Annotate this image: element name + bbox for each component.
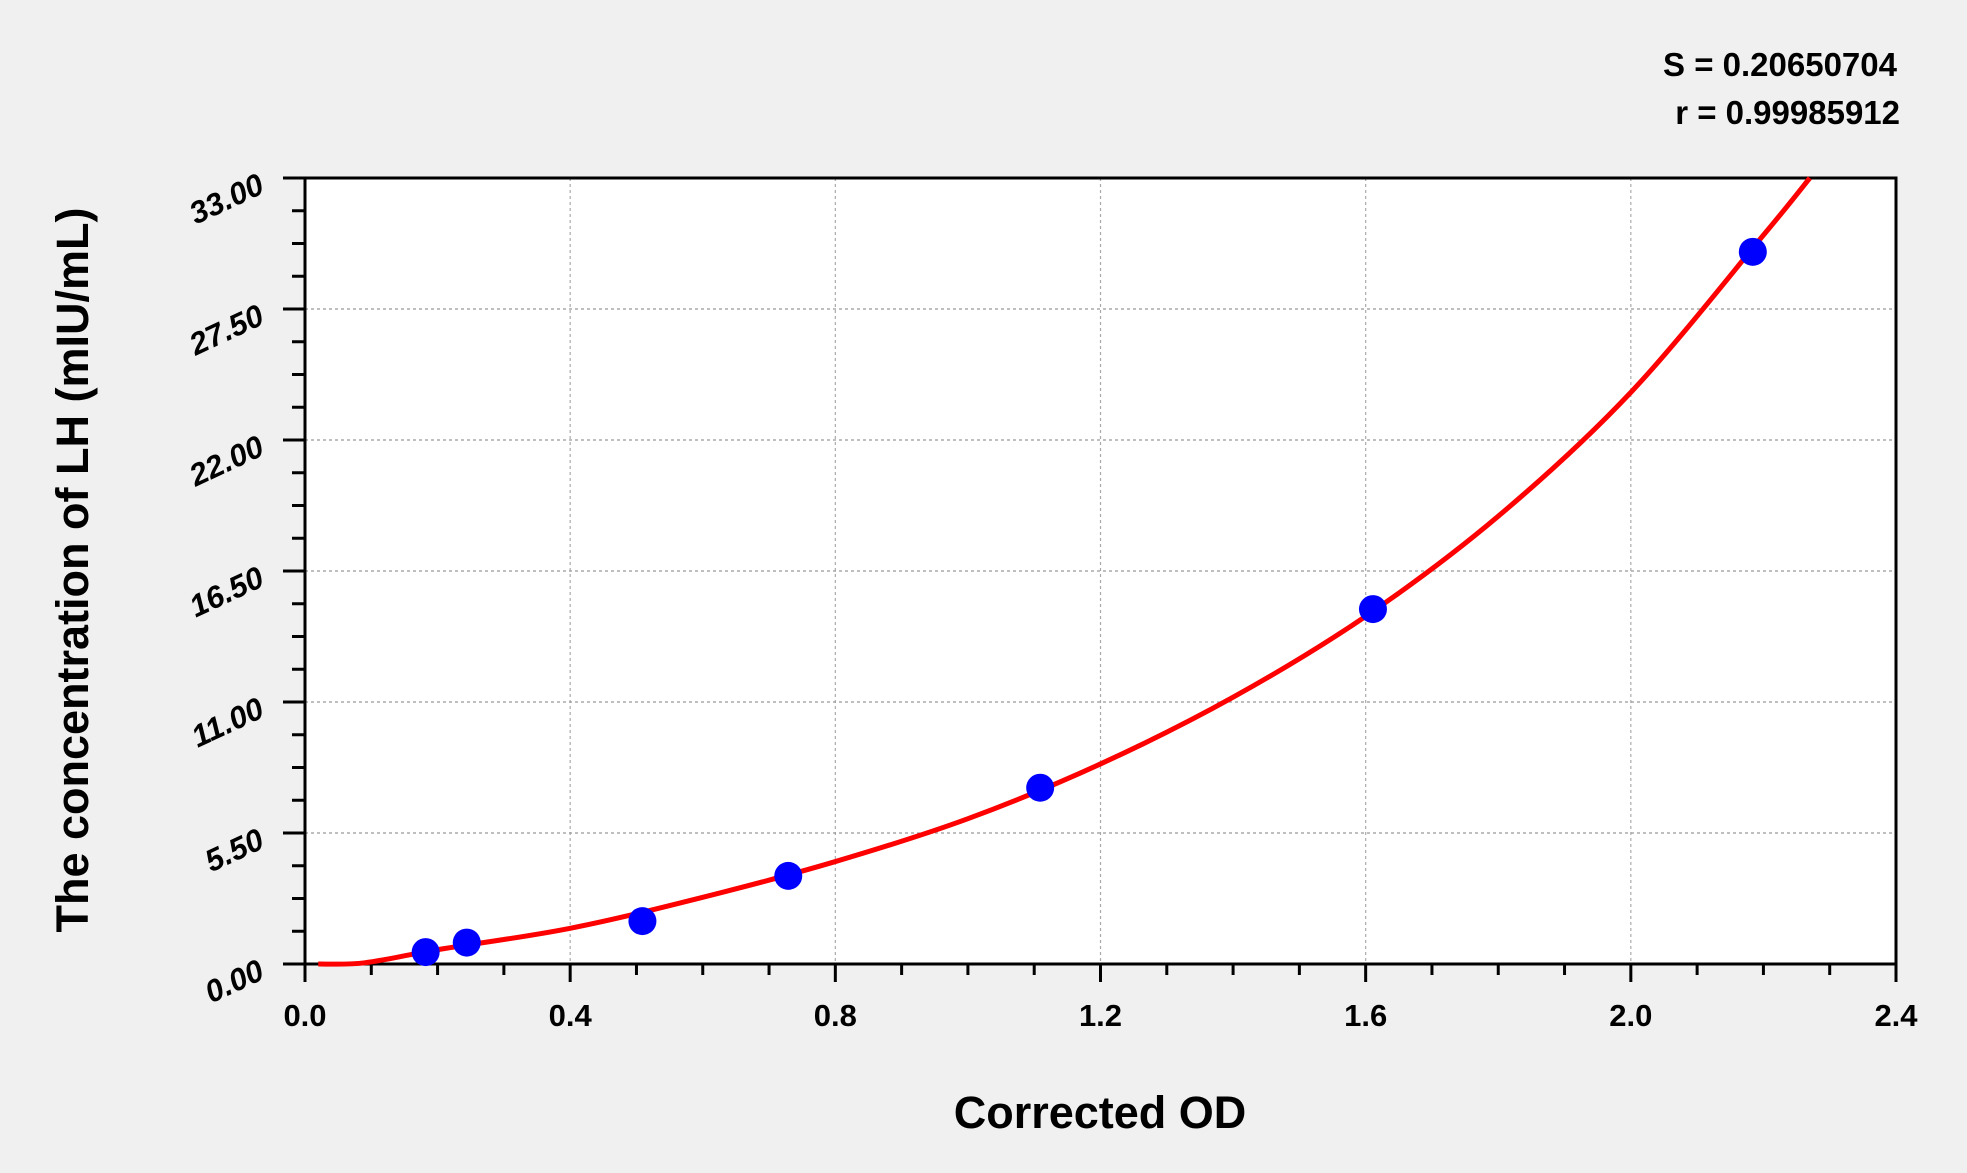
fit-curve — [318, 176, 1812, 967]
x-tick-label: 2.0 — [1609, 998, 1652, 1033]
data-point — [452, 928, 481, 957]
data-point — [774, 861, 803, 890]
annotation-s: S = 0.20650704 — [1663, 46, 1898, 83]
x-tick-label: 0.0 — [283, 998, 326, 1033]
y-tick-label: 22.00 — [183, 429, 269, 494]
y-axis-title: The concentration of LH (mIU/mL) — [47, 208, 98, 933]
y-tick-label: 27.50 — [183, 298, 269, 363]
y-tick-label: 0.00 — [199, 953, 268, 1010]
x-tick-label: 2.4 — [1874, 998, 1918, 1033]
data-points — [411, 237, 1767, 967]
gridlines — [305, 178, 1896, 964]
fit-curve-group — [318, 176, 1812, 967]
x-axis-title: Corrected OD — [954, 1087, 1247, 1138]
y-tick-label: 33.00 — [184, 167, 269, 232]
y-tick-label: 16.50 — [184, 560, 269, 625]
data-point — [628, 907, 657, 936]
annotation-r: r = 0.99985912 — [1675, 94, 1900, 131]
axes — [283, 176, 1898, 982]
data-point — [1738, 237, 1767, 266]
x-tick-label: 1.6 — [1344, 998, 1387, 1033]
x-tick-label: 0.4 — [549, 998, 593, 1033]
data-point — [411, 938, 440, 967]
x-tick-label: 0.8 — [814, 998, 857, 1033]
data-point — [1358, 595, 1387, 624]
data-point — [1026, 773, 1055, 802]
y-tick-label: 11.00 — [186, 691, 269, 755]
x-tick-label: 1.2 — [1079, 998, 1122, 1033]
y-tick-label: 5.50 — [199, 822, 268, 879]
